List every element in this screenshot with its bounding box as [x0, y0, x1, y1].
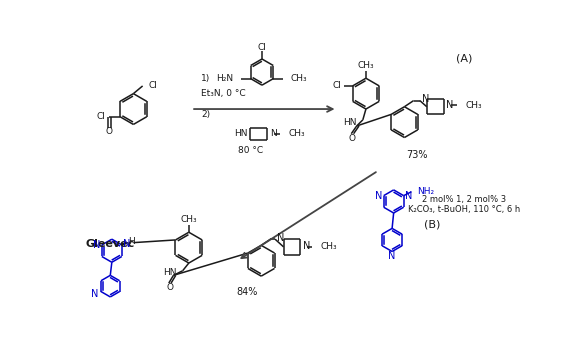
Text: 1): 1) [201, 74, 211, 83]
Text: N: N [303, 241, 310, 251]
Text: 80 °C: 80 °C [238, 146, 263, 155]
Text: H: H [128, 237, 135, 246]
Text: H₂N: H₂N [217, 74, 234, 83]
Text: Cl: Cl [148, 82, 157, 90]
Text: 84%: 84% [236, 287, 258, 297]
Text: O: O [166, 283, 173, 292]
Text: N: N [270, 129, 276, 138]
Text: (A): (A) [456, 53, 473, 63]
Text: (B): (B) [424, 219, 440, 229]
Text: Et₃N, 0 °C: Et₃N, 0 °C [201, 89, 246, 98]
Text: N: N [375, 191, 382, 201]
Text: N: N [278, 233, 285, 244]
Text: N: N [405, 191, 413, 201]
Text: Gleevec: Gleevec [86, 239, 135, 249]
Text: O: O [106, 127, 113, 136]
Text: CH₃: CH₃ [358, 62, 374, 71]
Text: N: N [93, 240, 100, 250]
Text: N: N [91, 289, 99, 299]
Text: 2): 2) [201, 110, 210, 119]
Text: HN: HN [235, 129, 248, 138]
Text: CH₃: CH₃ [291, 74, 307, 83]
Text: N: N [422, 94, 430, 104]
Text: CH₃: CH₃ [289, 129, 306, 138]
Text: HN: HN [343, 118, 357, 127]
Text: CH₃: CH₃ [465, 101, 482, 110]
Text: NH₂: NH₂ [418, 187, 435, 196]
Text: 2 mol% 1, 2 mol% 3: 2 mol% 1, 2 mol% 3 [422, 195, 507, 204]
Text: K₂CO₃, t-BuOH, 110 °C, 6 h: K₂CO₃, t-BuOH, 110 °C, 6 h [408, 205, 521, 214]
Text: Cl: Cl [96, 112, 105, 121]
Text: Cl: Cl [332, 82, 341, 90]
Text: N: N [123, 239, 131, 249]
Text: Cl: Cl [257, 43, 266, 52]
Text: O: O [348, 134, 356, 143]
Text: N: N [446, 100, 453, 110]
Text: CH₃: CH₃ [181, 215, 197, 224]
Text: CH₃: CH₃ [320, 243, 337, 251]
Text: 73%: 73% [406, 150, 427, 160]
Text: HN: HN [163, 268, 177, 277]
Text: N: N [388, 251, 396, 261]
